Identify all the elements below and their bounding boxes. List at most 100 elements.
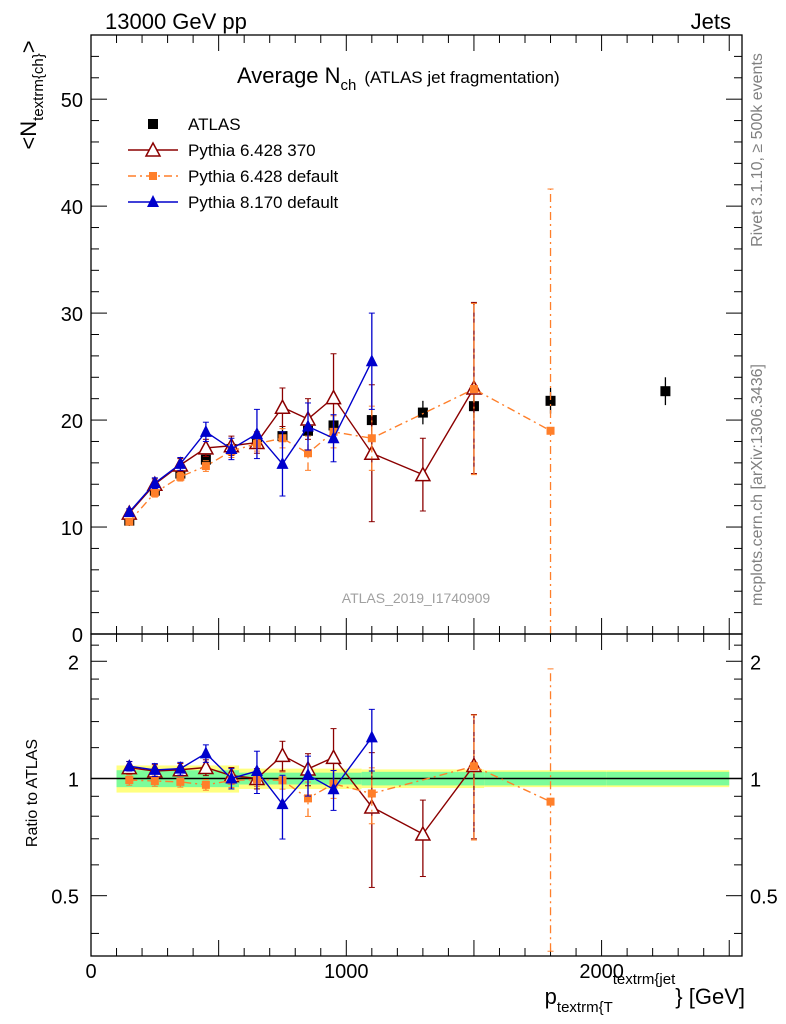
ratio-panel-frame	[90, 633, 743, 957]
legend-label: ATLAS	[188, 115, 241, 134]
data-point	[123, 505, 136, 518]
main-y-tick-label: 10	[61, 518, 83, 540]
data-point	[197, 439, 215, 455]
legend-marker	[144, 141, 162, 157]
ratio-point	[125, 776, 134, 785]
title-main: Average N	[237, 63, 341, 88]
main-panel: 0 10 20 30 40 50 Average Nch (ATLAS jet fragme…	[61, 34, 743, 647]
main-y-tick-label: 20	[61, 411, 83, 433]
series-pythia-6-428-default	[125, 188, 555, 635]
data-point	[150, 488, 159, 497]
ratio-point	[365, 730, 378, 743]
ratio-line	[129, 736, 373, 806]
ratio-y-axis-label: Ratio to ATLAS	[24, 739, 41, 847]
data-point	[274, 398, 291, 414]
data-point	[365, 354, 378, 367]
x-tick-label: 0	[85, 961, 96, 983]
data-point	[545, 395, 556, 406]
ratio-point	[363, 798, 381, 814]
series-line	[128, 360, 373, 513]
ratio-point	[174, 761, 187, 774]
ratio-y-tick-label: 2	[68, 652, 79, 674]
rivet-version-label: Rivet 3.1.10, ≥ 500k events	[749, 53, 766, 247]
x-label-p: p	[545, 984, 557, 1009]
legend-marker	[148, 119, 158, 129]
header-category: Jets	[691, 9, 731, 34]
legend-label: Pythia 6.428 370	[188, 141, 316, 160]
ratio-point	[176, 777, 185, 786]
data-point	[276, 456, 289, 469]
data-point	[417, 407, 428, 418]
legend-item: ATLAS	[148, 115, 241, 134]
analysis-watermark: ATLAS_2019_I1740909	[342, 590, 491, 606]
ratio-point	[304, 794, 312, 803]
ratio-point	[225, 771, 238, 784]
ratio-point	[274, 746, 291, 763]
ratio-point	[414, 825, 432, 841]
ratio-point	[469, 762, 478, 771]
data-point	[176, 472, 185, 481]
data-point	[148, 476, 161, 489]
legend-item: Pythia 8.170 default	[128, 193, 339, 212]
y-label-part-1: <N	[16, 121, 41, 150]
ratio-y-tick-label: 0.5	[51, 887, 79, 909]
data-point	[546, 426, 555, 435]
mcplots-label: mcplots.cern.ch [arXiv:1306.3436]	[749, 364, 766, 606]
legend-item: Pythia 6.428 default	[128, 167, 339, 186]
y-label-end: >	[16, 40, 41, 53]
data-point	[200, 454, 211, 465]
ratio-point	[250, 764, 263, 777]
data-point	[225, 441, 238, 454]
main-y-tick-label: 30	[61, 304, 83, 326]
ratio-y-tick-label: 1	[68, 769, 79, 791]
legend-label: Pythia 8.170 default	[188, 193, 339, 212]
ratio-line	[129, 765, 551, 803]
header-collision: 13000 GeV pp	[105, 9, 247, 34]
data-point	[250, 426, 263, 439]
ratio-point	[123, 759, 136, 772]
data-point	[660, 386, 671, 397]
legend: ATLAS Pythia 6.428 370 Pythia 6.428 defaul…	[128, 115, 339, 212]
ratio-point	[325, 748, 342, 765]
data-point	[363, 444, 381, 460]
data-point	[367, 434, 376, 443]
data-point	[125, 517, 134, 526]
ratio-y-tick-label-right: 2	[750, 652, 761, 674]
x-label-sup: textrm{jet	[613, 971, 676, 988]
ratio-point	[150, 777, 159, 786]
ratio-point	[367, 789, 376, 798]
ratio-point	[276, 797, 289, 810]
main-y-axis-label: <Ntextrm{ch}>	[16, 40, 47, 149]
y-label-sub: textrm{ch}	[30, 53, 47, 121]
main-y-tick-label: 40	[61, 197, 83, 219]
ratio-series-pythia-8-170-default	[123, 708, 378, 840]
ratio-point	[197, 758, 215, 775]
data-point	[414, 466, 432, 482]
legend-item: Pythia 6.428 370	[128, 141, 316, 160]
data-point	[327, 431, 340, 444]
legend-label: Pythia 6.428 default	[188, 167, 339, 186]
data-point	[201, 462, 210, 471]
series-line	[128, 388, 551, 523]
ratio-panel: 0.5 0.5 1 1 2 2	[51, 633, 778, 957]
ratio-point	[546, 797, 555, 806]
series-pythia-8-170-default	[123, 312, 378, 518]
ratio-point	[201, 780, 210, 789]
data-point	[199, 424, 212, 437]
ratio-point	[327, 782, 340, 795]
data-point	[304, 449, 312, 458]
data-point	[174, 456, 187, 469]
ratio-point	[148, 762, 161, 775]
x-label-sub: textrm{T	[557, 999, 613, 1016]
ratio-point	[199, 746, 212, 759]
ratio-point	[302, 767, 314, 780]
legend-marker	[149, 172, 157, 180]
title-sub: ch	[341, 77, 357, 94]
ratio-series-pythia-6-428-default	[125, 668, 555, 952]
ratio-y-tick-label-right: 0.5	[750, 887, 778, 909]
data-point	[469, 385, 478, 394]
main-y-tick-label: 0	[72, 625, 83, 647]
x-label-end: } [GeV]	[675, 984, 745, 1009]
x-tick-label: 2000	[579, 961, 624, 983]
